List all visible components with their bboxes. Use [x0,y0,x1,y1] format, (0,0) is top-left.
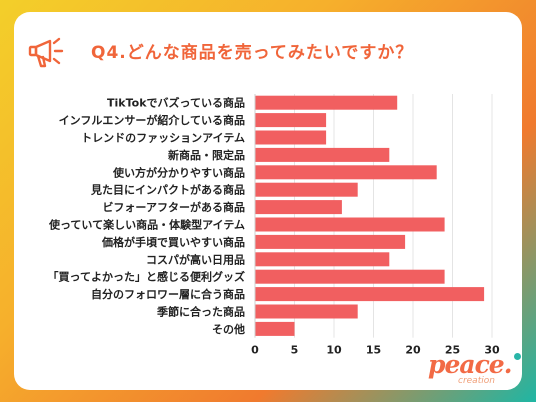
category-label-2: トレンドのファッションアイテム [81,132,245,145]
category-label-1: インフルエンサーが紹介している商品 [59,113,245,127]
bar-8 [255,234,406,249]
bar-10 [255,269,445,284]
bar-6 [255,200,342,215]
megaphone-icon [28,37,64,68]
bar-3 [255,147,390,162]
category-label-8: 価格が手頃で買いやすい商品 [101,235,245,249]
category-label-10: 「買ってよかった」と感じる便利グッズ [48,270,245,284]
category-label-0: TikTokでバズっている商品 [107,96,245,110]
category-label-9: コスパが高い日用品 [146,252,245,266]
bar-13 [255,321,295,336]
category-label-3: 新商品・限定品 [168,148,245,162]
category-label-13: その他 [212,322,245,336]
bar-9 [255,252,390,267]
x-tick-label-2: 10 [326,344,342,357]
category-label-6: ビフォーアフターがある商品 [102,200,245,214]
category-label-11: 自分のフォロワー層に合う商品 [91,287,245,301]
x-tick-label-0: 0 [251,344,259,357]
bar-12 [255,304,358,319]
bar-7 [255,217,445,232]
x-tick-label-4: 20 [405,344,421,357]
category-label-5: 見た目にインパクトがある商品 [90,183,245,197]
x-tick-label-6: 30 [484,344,500,357]
bar-2 [255,130,327,145]
x-tick-label-3: 15 [366,344,381,357]
category-label-4: 使い方が分かりやすい商品 [112,165,245,179]
brand-dot [514,353,521,360]
brand-sub: creation [458,376,495,386]
bar-1 [255,113,327,128]
brand-name: peace. [428,350,512,379]
x-tick-label-1: 5 [291,344,299,357]
x-tick-label-5: 25 [445,344,460,357]
bar-11 [255,287,485,302]
bar-5 [255,182,358,197]
category-label-7: 使っていて楽しい商品・体験型アイテム [48,218,245,232]
bar-4 [255,165,437,180]
bar-0 [255,95,398,110]
category-label-12: 季節に合った商品 [156,305,245,319]
page-title: Q4.どんな商品を売ってみたいですか？ [91,43,414,63]
